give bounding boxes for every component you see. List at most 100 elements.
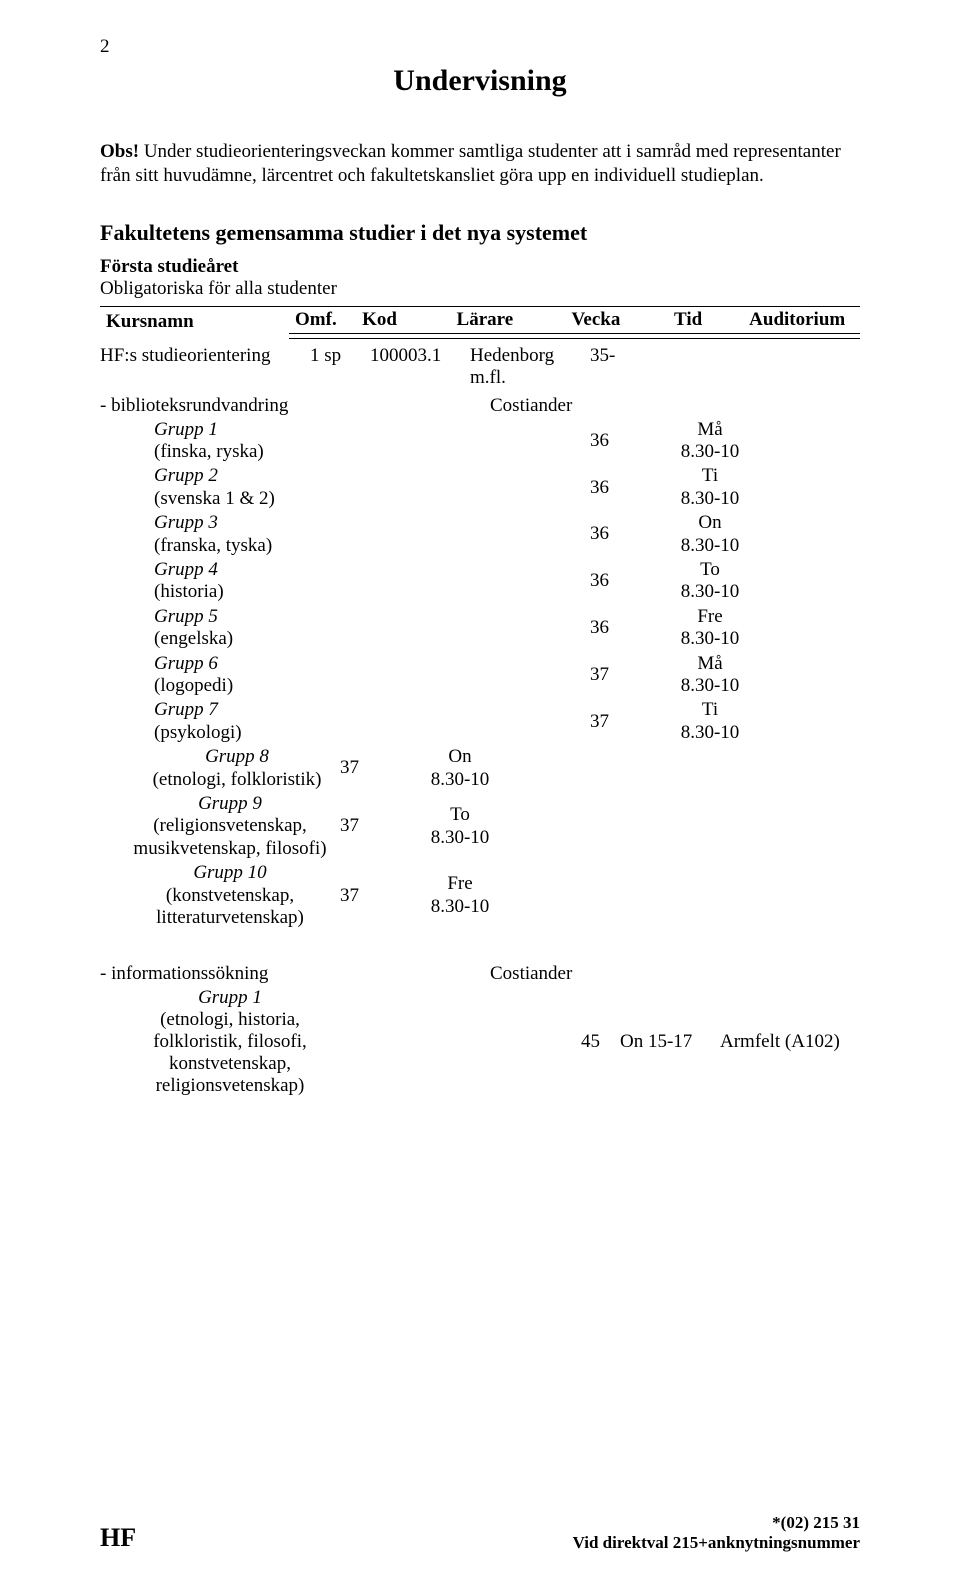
biblioteks-line: - biblioteksrundvandring Costiander [100,395,860,417]
group-tid: Må8.30-10 [660,419,760,464]
informations-label: - informationssökning [100,963,390,985]
course-omf: 1 sp [310,345,370,389]
group-name: Grupp 8 [134,746,340,768]
group-vecka: 37 [590,711,660,733]
group-label: Grupp 3(franska, tyska) [100,512,590,557]
info-group-desc: (etnologi, historia, folkloristik, filos… [153,1009,307,1096]
group-label: Grupp 8(etnologi, folkloristik) [100,746,340,791]
informations-line: - informationssökning Costiander [100,963,860,985]
header-table: Kursnamn Omf. Kod Lärare Vecka Tid Audit… [100,306,860,339]
course-vecka: 35- [590,345,660,389]
group-name: Grupp 10 [120,862,340,884]
group-label: Grupp 5(engelska) [100,606,590,651]
group-name: Grupp 4 [154,559,590,581]
course-kod: 100003.1 [370,345,470,389]
group-desc: (svenska 1 & 2) [154,488,590,510]
info-group-row: Grupp 1 (etnologi, historia, folkloristi… [100,987,860,1097]
page: 2 Undervisning Obs! Under studieorienter… [0,0,960,1589]
group-row: Grupp 2(svenska 1 & 2)36Ti8.30-10 [100,465,860,510]
informations-larare: Costiander [390,963,690,985]
group-desc: (logopedi) [154,675,590,697]
group-desc: (finska, ryska) [154,441,590,463]
group-vecka: 36 [590,617,660,639]
intro-paragraph: Obs! Under studieorienteringsveckan komm… [100,140,860,188]
group-label: Grupp 1(finska, ryska) [100,419,590,464]
th-kursnamn: Kursnamn [100,306,289,338]
th-auditorium: Auditorium [734,306,860,333]
group-tid: Ti8.30-10 [660,465,760,510]
group-label: Grupp 4(historia) [100,559,590,604]
group-name: Grupp 5 [154,606,590,628]
th-kod-spacer [356,333,450,338]
group-row: Grupp 7(psykologi)37Ti8.30-10 [100,699,860,744]
course-name: HF:s studieorientering [100,345,310,389]
th-vecka: Vecka [565,306,641,333]
th-larare: Lärare [451,306,566,333]
group-vecka: 36 [590,570,660,592]
group-row: Grupp 6(logopedi)37Må8.30-10 [100,653,860,698]
page-footer: HF *(02) 215 31 Vid direktval 215+anknyt… [100,1513,860,1553]
sub-heading: Första studieåret [100,256,860,278]
group-name: Grupp 2 [154,465,590,487]
group-row: Grupp 8(etnologi, folkloristik)37On8.30-… [100,746,860,791]
group-row: Grupp 1(finska, ryska)36Må8.30-10 [100,419,860,464]
group-tid: Fre8.30-10 [660,606,760,651]
group-row: Grupp 10(konstvetenskap, litteraturveten… [100,862,860,929]
group-desc: (franska, tyska) [154,535,590,557]
group-tid: On8.30-10 [660,512,760,557]
th-auditorium-spacer [734,333,860,338]
group-desc: (religionsvetenskap, musikvetenskap, fil… [120,815,340,860]
th-kod: Kod [356,306,450,333]
group-tid: On8.30-10 [410,746,510,791]
group-desc: (psykologi) [154,722,590,744]
page-title: Undervisning [100,64,860,98]
group-vecka: 37 [340,757,410,779]
group-vecka: 36 [590,430,660,452]
footer-hf: HF [100,1523,136,1553]
group-row: Grupp 9(religionsvetenskap, musikvetensk… [100,793,860,860]
th-vecka-spacer [565,333,641,338]
th-larare-spacer [451,333,566,338]
group-desc: (etnologi, folkloristik) [134,769,340,791]
group-tid: To8.30-10 [410,804,510,849]
group-row: Grupp 5(engelska)36Fre8.30-10 [100,606,860,651]
info-section: - informationssökning Costiander Grupp 1… [100,963,860,1097]
intro-text: Under studieorienteringsveckan kommer sa… [100,141,841,186]
info-group-label: Grupp 1 (etnologi, historia, folkloristi… [100,987,340,1097]
group-name: Grupp 9 [120,793,340,815]
group-desc: (historia) [154,581,590,603]
footer-line1: *(02) 215 31 [573,1513,860,1533]
group-vecka: 36 [590,477,660,499]
info-group-auditorium: Armfelt (A102) [720,1031,860,1053]
group-name: Grupp 1 [154,419,590,441]
group-name: Grupp 3 [154,512,590,534]
info-group-tid: On 15-17 [620,1031,720,1053]
group-tid: Må8.30-10 [660,653,760,698]
group-vecka: 37 [340,815,410,837]
group-vecka: 36 [590,523,660,545]
th-omf-spacer [289,333,356,338]
th-tid: Tid [642,306,735,333]
group-tid: To8.30-10 [660,559,760,604]
group-tid: Fre8.30-10 [410,873,510,918]
group-tid: Ti8.30-10 [660,699,760,744]
page-number: 2 [100,36,110,58]
group-label: Grupp 10(konstvetenskap, litteraturveten… [100,862,340,929]
group-row: Grupp 4(historia)36To8.30-10 [100,559,860,604]
footer-right: *(02) 215 31 Vid direktval 215+anknytnin… [573,1513,860,1553]
group-label: Grupp 9(religionsvetenskap, musikvetensk… [100,793,340,860]
group-name: Grupp 7 [154,699,590,721]
footer-line2: Vid direktval 215+anknytningsnummer [573,1533,860,1553]
th-tid-spacer [642,333,735,338]
info-group-name: Grupp 1 [120,987,340,1009]
group-row: Grupp 3(franska, tyska)36On8.30-10 [100,512,860,557]
group-vecka: 37 [590,664,660,686]
sub-heading-text: Obligatoriska för alla studenter [100,278,860,300]
group-desc: (konstvetenskap, litteraturvetenskap) [120,885,340,930]
group-label: Grupp 2(svenska 1 & 2) [100,465,590,510]
biblioteks-label: - biblioteksrundvandring [100,395,390,417]
group-desc: (engelska) [154,628,590,650]
group-label: Grupp 7(psykologi) [100,699,590,744]
section-heading: Fakultetens gemensamma studier i det nya… [100,220,860,246]
group-vecka: 37 [340,885,410,907]
